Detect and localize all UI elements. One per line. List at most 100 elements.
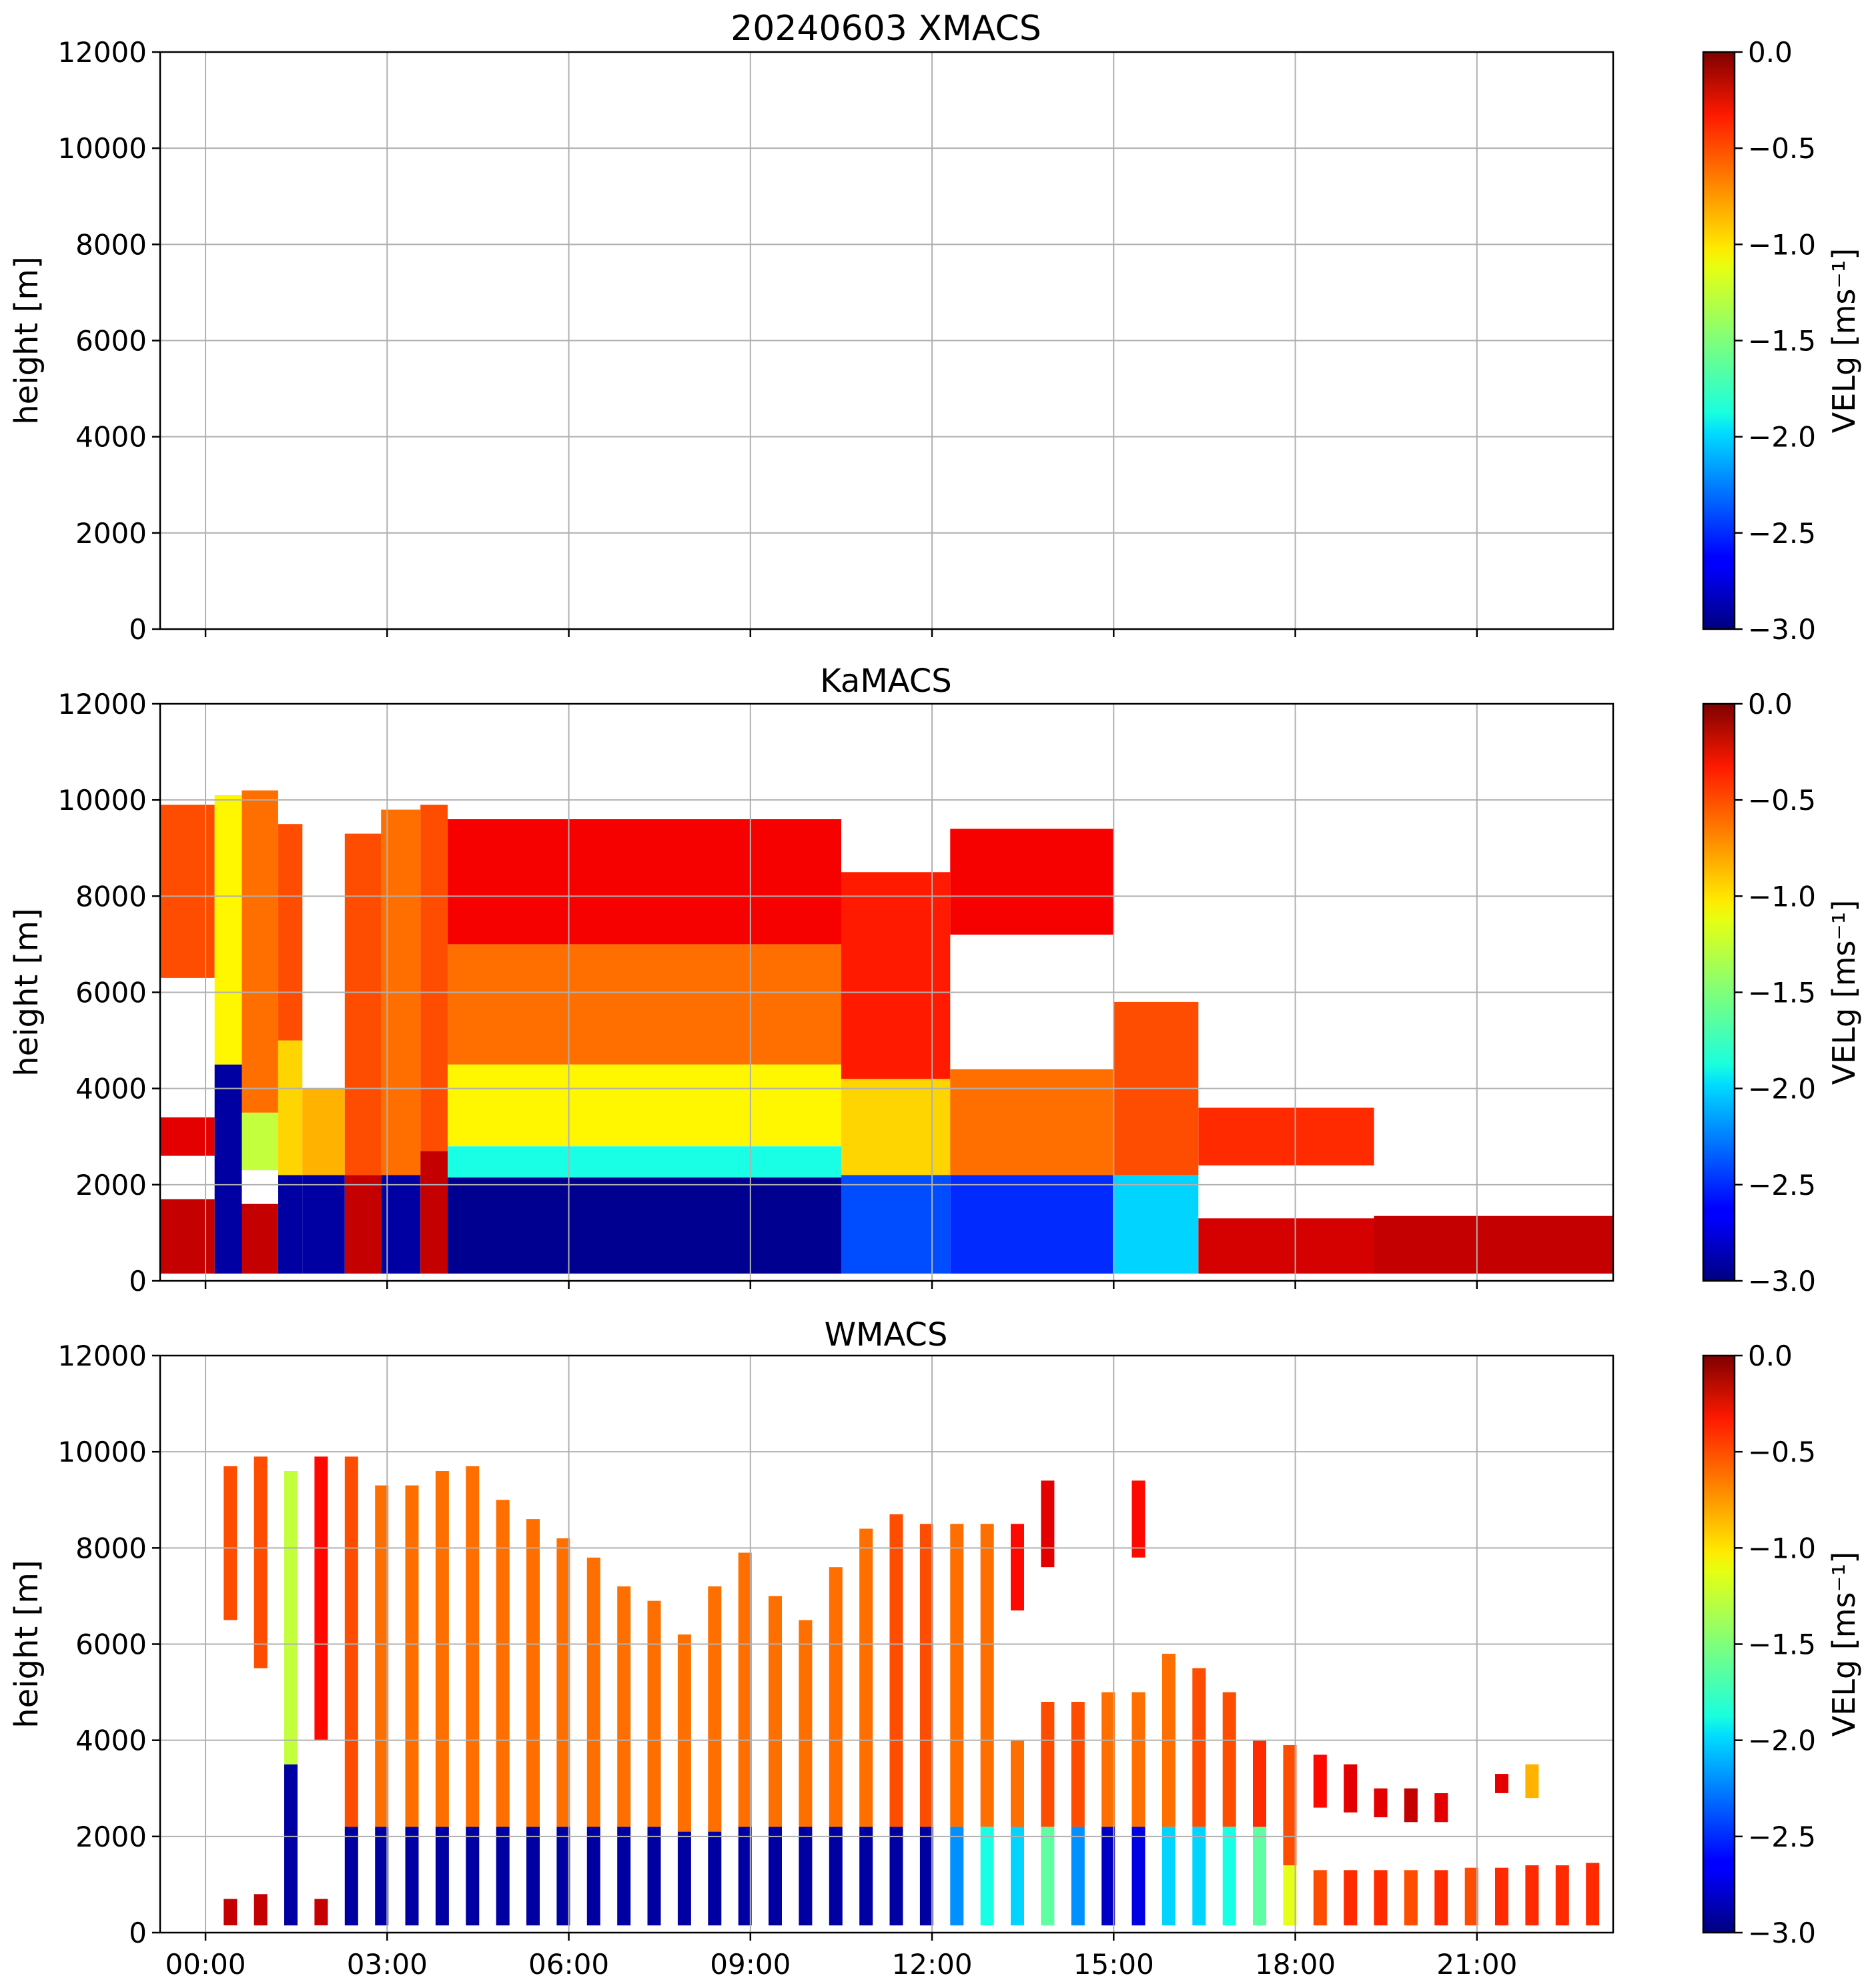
y-tick-label: 10000: [57, 132, 147, 165]
data-cell: [223, 1899, 238, 1926]
data-cell: [1253, 1740, 1266, 1827]
data-cell: [617, 1586, 631, 1827]
colorbar-tick-label: −1.0: [1748, 228, 1816, 261]
data-cell: [950, 829, 1114, 935]
data-cell: [526, 1827, 540, 1926]
colorbar-label: VELg [ms⁻¹]: [1826, 900, 1862, 1085]
x-tick-label: 12:00: [892, 1948, 973, 1981]
colorbar-tick-label: −1.0: [1748, 1532, 1816, 1564]
colorbar-tick-label: 0.0: [1748, 1340, 1793, 1372]
data-cell: [647, 1600, 661, 1827]
data-cell: [314, 1456, 328, 1741]
data-cell: [1113, 1175, 1199, 1274]
data-cell: [980, 1827, 994, 1926]
data-cell: [448, 944, 841, 1065]
y-tick-label: 2000: [75, 1821, 147, 1853]
data-cell: [448, 1064, 841, 1147]
data-cell: [496, 1500, 510, 1827]
colorbar: 0.0 −0.5 −1.0 −1.5 −2.0 −2.5 −3.0 VELg [ms⁻¹]: [1702, 688, 1862, 1298]
data-cell: [829, 1567, 843, 1827]
data-cell: [214, 1064, 242, 1274]
x-tick-label: 06:00: [528, 1948, 609, 1981]
colorbar: 0.0 −0.5 −1.0 −1.5 −2.0 −2.5 −3.0 VELg [ms⁻¹]: [1702, 1340, 1862, 1949]
data-cell: [708, 1586, 722, 1832]
colorbar-tick-label: −0.5: [1748, 1436, 1816, 1468]
data-cell: [1344, 1870, 1358, 1926]
colorbar-tick-label: −2.0: [1748, 1724, 1816, 1757]
colorbar-tick-label: 0.0: [1748, 36, 1793, 69]
data-cell: [708, 1831, 722, 1926]
colorbar-gradient: [1702, 1354, 1736, 1934]
data-cell: [254, 1894, 268, 1926]
y-tick-label: 12000: [57, 1340, 147, 1372]
data-cell: [344, 833, 382, 1175]
y-tick-label: 4000: [75, 1724, 147, 1757]
y-tick-label: 0: [129, 1265, 147, 1298]
colorbar: 0.0 −0.5 −1.0 −1.5 −2.0 −2.5 −3.0 VELg [ms⁻¹]: [1702, 36, 1862, 646]
data-cell: [375, 1485, 389, 1827]
colorbar-gradient: [1702, 702, 1736, 1282]
data-cell: [160, 805, 215, 978]
data-cell: [1041, 1702, 1055, 1827]
data-cell: [1041, 1480, 1055, 1568]
y-tick-label: 6000: [75, 1628, 147, 1661]
data-cell: [160, 1117, 215, 1156]
data-cell: [617, 1827, 631, 1926]
colorbar-tick-label: −2.5: [1748, 1821, 1816, 1853]
data-cell: [1495, 1774, 1508, 1793]
data-cell: [496, 1827, 510, 1926]
data-cell: [242, 790, 278, 1113]
data-cell: [1041, 1827, 1055, 1926]
data-cell: [1495, 1867, 1508, 1926]
data-cell: [841, 872, 951, 1079]
colorbar-tick-label: −2.5: [1748, 517, 1816, 550]
x-tick-label: 00:00: [165, 1948, 246, 1981]
data-cell: [1192, 1668, 1206, 1827]
data-cell: [950, 1175, 1114, 1274]
data-cell: [980, 1524, 994, 1827]
data-cell: [405, 1827, 419, 1926]
data-cell: [841, 1175, 951, 1274]
data-cell: [556, 1827, 570, 1926]
data-cell: [769, 1827, 782, 1926]
y-tick-label: 4000: [75, 1073, 147, 1105]
plot-area: 0 2000 4000 6000 8000 10000 12000 00:00 03:00 06:…: [57, 1340, 1614, 1981]
y-tick-label: 12000: [57, 688, 147, 720]
data-cell: [889, 1514, 903, 1827]
data-cell: [1101, 1692, 1115, 1827]
data-cell: [1374, 1870, 1388, 1926]
data-cell: [466, 1827, 480, 1926]
data-cell: [1434, 1870, 1448, 1926]
x-tick-label: 21:00: [1436, 1948, 1517, 1981]
data-cell: [1283, 1865, 1297, 1926]
data-cell: [1011, 1740, 1024, 1827]
colorbar-tick-label: −3.0: [1748, 613, 1816, 646]
y-tick-label: 4000: [75, 421, 147, 454]
panel-wmacs: WMACS 0 2000 4000 6000 8000 10000 12000 00:00 03…: [8, 1316, 1862, 1981]
y-tick-label: 8000: [75, 228, 147, 261]
data-cell: [1161, 1827, 1176, 1926]
colorbar-tick-label: −1.5: [1748, 325, 1816, 358]
y-tick-label: 0: [129, 1917, 147, 1949]
data-cell: [738, 1827, 752, 1926]
data-cell: [1071, 1827, 1085, 1926]
data-cell: [302, 1175, 345, 1274]
data-cell: [526, 1519, 540, 1827]
data-cell: [466, 1466, 480, 1827]
data-cell: [278, 1040, 303, 1175]
data-cell: [420, 805, 448, 1151]
x-tick-label: 03:00: [347, 1948, 428, 1981]
data-cell: [254, 1456, 268, 1668]
data-cell: [1555, 1865, 1569, 1926]
y-axis-label: height [m]: [8, 1560, 45, 1728]
data-cell: [448, 819, 841, 945]
data-cell: [302, 1088, 345, 1175]
data-cell: [1404, 1870, 1418, 1926]
data-cell: [889, 1827, 903, 1926]
data-cell: [799, 1620, 813, 1827]
panel-kamacs: KaMACS 0 2000 4000 6000 8000 10000 12000 heigh…: [8, 662, 1862, 1298]
data-cell: [1313, 1870, 1327, 1926]
colorbar-tick-label: −0.5: [1748, 784, 1816, 817]
panel-xmacs: 20240603 XMACS 0 2000 4000 6000 8000 10000 120…: [8, 9, 1862, 646]
